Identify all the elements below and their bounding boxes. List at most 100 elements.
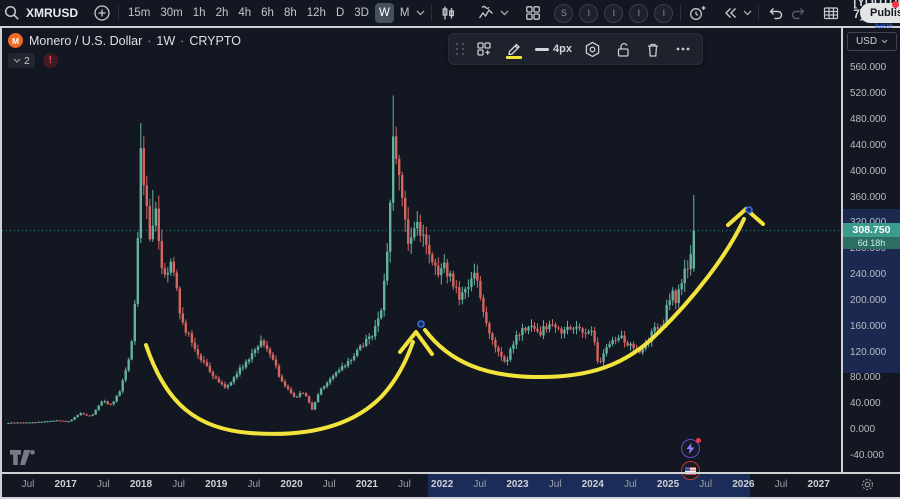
time-tick: Jul [473, 479, 487, 490]
template-icon[interactable] [471, 36, 497, 62]
bar-countdown: 6d 18h [843, 236, 900, 249]
candlestick-series [7, 95, 695, 424]
legend-separator: · [180, 33, 185, 48]
line-width-button[interactable]: 4px [531, 36, 576, 62]
price-tick: 440.000 [850, 139, 887, 151]
notification-dot [696, 438, 701, 443]
circle-icon[interactable]: I [654, 3, 674, 23]
circle-icon[interactable]: S [554, 3, 574, 23]
more-options-icon[interactable] [670, 36, 696, 62]
replay-chevron-icon[interactable] [743, 10, 752, 16]
interval-M[interactable]: M [399, 7, 410, 19]
interval-D[interactable]: D [335, 7, 345, 19]
spreadsheet-icon[interactable] [819, 2, 843, 24]
symbol-search-button[interactable]: XMRUSD [26, 6, 79, 20]
redo-icon[interactable] [787, 2, 811, 24]
time-tick: Jul [172, 479, 185, 490]
circle-icon[interactable]: I [579, 3, 599, 23]
streams-icon[interactable] [681, 438, 701, 458]
price-tick: 480.000 [850, 114, 887, 126]
notification-dot [892, 1, 899, 8]
time-tick: Jul [398, 479, 411, 490]
object-tree-toggle[interactable]: 2 [8, 53, 35, 68]
price-axis-border [841, 28, 843, 472]
currency-selector[interactable]: USD [847, 32, 897, 51]
toolbar-divider [118, 5, 120, 21]
price-tick: 0.000 [850, 424, 876, 435]
axis-settings-gear-icon[interactable] [860, 477, 875, 492]
price-tick: 160.000 [850, 320, 887, 332]
search-icon[interactable] [0, 2, 24, 24]
interval-8h[interactable]: 8h [283, 7, 297, 19]
interval-1h[interactable]: 1h [192, 7, 206, 19]
line-width-label: 4px [553, 43, 572, 55]
interval-12h[interactable]: 12h [306, 7, 326, 19]
save-link[interactable]: Save [874, 20, 893, 30]
time-tick: Jul [247, 479, 261, 490]
price-tick: 80.000 [850, 372, 881, 384]
selected-color-swatch [506, 55, 522, 59]
delete-icon[interactable] [640, 36, 666, 62]
interval-4h[interactable]: 4h [238, 7, 252, 19]
interval-15m[interactable]: 15m [128, 7, 151, 19]
bar-replay-icon[interactable] [717, 2, 741, 24]
indicators-chevron-icon[interactable] [500, 10, 509, 16]
toolbar-divider [758, 5, 760, 21]
time-axis-border [0, 472, 900, 474]
interval-3D[interactable]: 3D [354, 7, 369, 19]
current-price-badge: 308.750 6d 18h [843, 222, 900, 249]
tradingview-logo[interactable] [10, 450, 36, 465]
alert-create-icon[interactable] [685, 2, 709, 24]
layout-grid-icon[interactable] [521, 2, 545, 24]
time-tick: 2017 [54, 479, 77, 490]
drawn-arrows[interactable] [144, 206, 765, 436]
chart-legend: M Monero / U.S. Dollar · 1W · CRYPTO 2 ! [8, 33, 241, 68]
compare-add-icon[interactable] [90, 2, 114, 24]
time-tick: 2020 [280, 479, 303, 490]
price-tick: 520.000 [850, 88, 887, 100]
price-tick: -40.000 [850, 449, 884, 461]
time-tick: Jul [623, 479, 637, 490]
legend-interval[interactable]: 1W [156, 33, 176, 48]
legend-title[interactable]: Monero / U.S. Dollar [29, 33, 143, 48]
circle-icon[interactable]: I [604, 3, 624, 23]
us-economic-events-icon[interactable] [681, 461, 700, 480]
settings-icon[interactable] [580, 36, 606, 62]
line-width-preview [535, 47, 549, 51]
price-tick: 40.000 [850, 398, 881, 410]
undo-icon[interactable] [763, 2, 787, 24]
legend-market[interactable]: CRYPTO [189, 33, 241, 48]
price-tick: 560.000 [850, 62, 887, 74]
time-tick: 2027 [807, 479, 830, 490]
price-axis[interactable]: USD 560.000 520.000 480.000 440.000 400.000 3… [843, 28, 900, 472]
interval-2h[interactable]: 2h [215, 7, 229, 19]
monero-logo-icon: M [8, 33, 23, 48]
data-problem-icon[interactable]: ! [42, 53, 58, 68]
object-count: 2 [24, 54, 30, 67]
time-axis[interactable]: Jul 2017 Jul 2018 Jul 2019 Jul 2020 Jul 2021 Jul 20… [0, 474, 900, 497]
legend-separator: · [147, 33, 152, 48]
time-tick: 2025 [656, 479, 680, 490]
circle-icon[interactable]: I [629, 3, 649, 23]
publish-button[interactable]: Publish [860, 3, 900, 23]
drag-handle[interactable] [455, 42, 465, 56]
interval-menu-chevron-icon[interactable] [416, 10, 425, 16]
unlock-icon[interactable] [610, 36, 636, 62]
time-tick: Jul [21, 479, 35, 490]
time-tick: Jul [699, 479, 713, 490]
interval-30m[interactable]: 30m [160, 7, 183, 19]
bottom-border [0, 497, 900, 499]
indicators-icon[interactable] [474, 2, 498, 24]
toolbar-divider [680, 5, 682, 21]
pencil-color-button[interactable] [501, 36, 527, 62]
interval-W[interactable]: W [374, 3, 394, 23]
interval-6h[interactable]: 6h [261, 7, 274, 19]
time-tick: 2024 [581, 479, 604, 490]
time-tick: 2018 [129, 479, 153, 490]
current-price-label: 308.750 [843, 222, 900, 237]
price-tick: 120.000 [850, 346, 887, 358]
chart-type-candles-icon[interactable] [436, 2, 460, 24]
